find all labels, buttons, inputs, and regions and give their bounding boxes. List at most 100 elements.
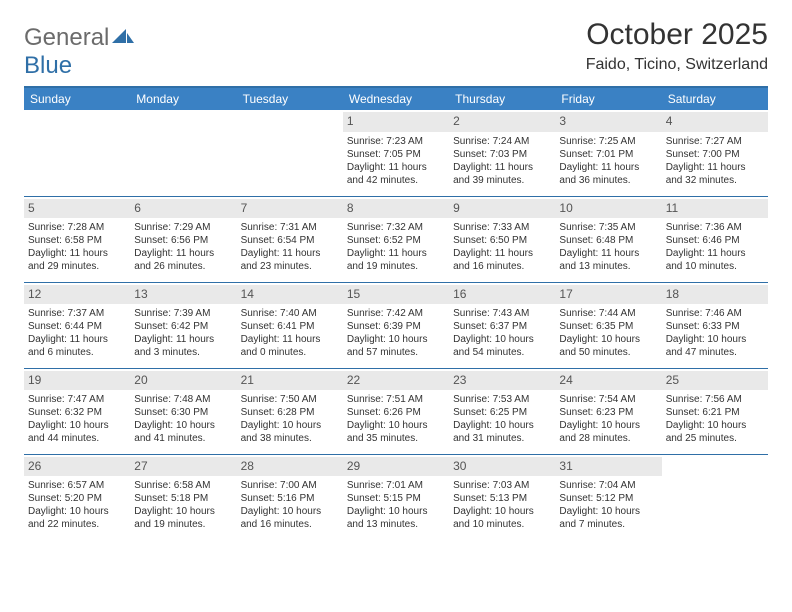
- sunrise-text: Sunrise: 7:39 AM: [134, 307, 232, 320]
- day-details: Sunrise: 6:57 AMSunset: 5:20 PMDaylight:…: [28, 479, 126, 531]
- calendar-day-cell: 19Sunrise: 7:47 AMSunset: 6:32 PMDayligh…: [24, 368, 130, 454]
- day-details: Sunrise: 7:29 AMSunset: 6:56 PMDaylight:…: [134, 221, 232, 273]
- day-details: Sunrise: 7:00 AMSunset: 5:16 PMDaylight:…: [241, 479, 339, 531]
- sunrise-text: Sunrise: 6:58 AM: [134, 479, 232, 492]
- title-block: October 2025 Faido, Ticino, Switzerland: [586, 18, 768, 74]
- calendar-day-cell: 7Sunrise: 7:31 AMSunset: 6:54 PMDaylight…: [237, 196, 343, 282]
- sunset-text: Sunset: 7:03 PM: [453, 148, 551, 161]
- day-number: 24: [555, 371, 661, 391]
- day-number: 26: [24, 457, 130, 477]
- calendar-day-cell: 27Sunrise: 6:58 AMSunset: 5:18 PMDayligh…: [130, 454, 236, 540]
- day-number: 2: [449, 112, 555, 132]
- calendar-day-cell: 5Sunrise: 7:28 AMSunset: 6:58 PMDaylight…: [24, 196, 130, 282]
- sunset-text: Sunset: 6:58 PM: [28, 234, 126, 247]
- day-number: 15: [343, 285, 449, 305]
- sunrise-text: Sunrise: 7:25 AM: [559, 135, 657, 148]
- day-details: Sunrise: 7:01 AMSunset: 5:15 PMDaylight:…: [347, 479, 445, 531]
- day-details: Sunrise: 6:58 AMSunset: 5:18 PMDaylight:…: [134, 479, 232, 531]
- sunset-text: Sunset: 6:42 PM: [134, 320, 232, 333]
- daylight-text: and 47 minutes.: [666, 346, 764, 359]
- daylight-text: Daylight: 10 hours: [241, 419, 339, 432]
- calendar-page: GeneralBlue October 2025 Faido, Ticino, …: [0, 0, 792, 540]
- sunset-text: Sunset: 6:21 PM: [666, 406, 764, 419]
- daylight-text: and 28 minutes.: [559, 432, 657, 445]
- day-details: Sunrise: 7:23 AMSunset: 7:05 PMDaylight:…: [347, 135, 445, 187]
- day-details: Sunrise: 7:32 AMSunset: 6:52 PMDaylight:…: [347, 221, 445, 273]
- sunrise-text: Sunrise: 7:36 AM: [666, 221, 764, 234]
- logo-text: GeneralBlue: [24, 24, 134, 80]
- calendar-day-cell: 11Sunrise: 7:36 AMSunset: 6:46 PMDayligh…: [662, 196, 768, 282]
- sunrise-text: Sunrise: 7:44 AM: [559, 307, 657, 320]
- daylight-text: Daylight: 10 hours: [347, 419, 445, 432]
- daylight-text: and 57 minutes.: [347, 346, 445, 359]
- sunrise-text: Sunrise: 7:00 AM: [241, 479, 339, 492]
- day-header: Tuesday: [237, 87, 343, 110]
- sunrise-text: Sunrise: 7:01 AM: [347, 479, 445, 492]
- sunset-text: Sunset: 6:50 PM: [453, 234, 551, 247]
- sunset-text: Sunset: 6:37 PM: [453, 320, 551, 333]
- day-number: 10: [555, 199, 661, 219]
- daylight-text: and 16 minutes.: [453, 260, 551, 273]
- daylight-text: and 23 minutes.: [241, 260, 339, 273]
- sunset-text: Sunset: 5:18 PM: [134, 492, 232, 505]
- location-text: Faido, Ticino, Switzerland: [586, 56, 768, 74]
- sunset-text: Sunset: 6:30 PM: [134, 406, 232, 419]
- calendar-week-row: 1Sunrise: 7:23 AMSunset: 7:05 PMDaylight…: [24, 110, 768, 196]
- day-number: 14: [237, 285, 343, 305]
- daylight-text: and 31 minutes.: [453, 432, 551, 445]
- calendar-day-cell: 21Sunrise: 7:50 AMSunset: 6:28 PMDayligh…: [237, 368, 343, 454]
- calendar-week-row: 5Sunrise: 7:28 AMSunset: 6:58 PMDaylight…: [24, 196, 768, 282]
- day-number: 11: [662, 199, 768, 219]
- sunrise-text: Sunrise: 7:31 AM: [241, 221, 339, 234]
- day-number: 31: [555, 457, 661, 477]
- daylight-text: and 0 minutes.: [241, 346, 339, 359]
- sunset-text: Sunset: 6:48 PM: [559, 234, 657, 247]
- calendar-day-cell: 14Sunrise: 7:40 AMSunset: 6:41 PMDayligh…: [237, 282, 343, 368]
- day-number: 30: [449, 457, 555, 477]
- logo-sail-icon: [112, 24, 134, 51]
- sunset-text: Sunset: 6:35 PM: [559, 320, 657, 333]
- daylight-text: and 41 minutes.: [134, 432, 232, 445]
- daylight-text: and 19 minutes.: [347, 260, 445, 273]
- daylight-text: Daylight: 11 hours: [241, 247, 339, 260]
- day-details: Sunrise: 7:33 AMSunset: 6:50 PMDaylight:…: [453, 221, 551, 273]
- calendar-week-row: 26Sunrise: 6:57 AMSunset: 5:20 PMDayligh…: [24, 454, 768, 540]
- calendar-day-cell: 10Sunrise: 7:35 AMSunset: 6:48 PMDayligh…: [555, 196, 661, 282]
- calendar-empty-cell: [662, 454, 768, 540]
- daylight-text: and 7 minutes.: [559, 518, 657, 531]
- day-header: Thursday: [449, 87, 555, 110]
- day-details: Sunrise: 7:51 AMSunset: 6:26 PMDaylight:…: [347, 393, 445, 445]
- day-details: Sunrise: 7:24 AMSunset: 7:03 PMDaylight:…: [453, 135, 551, 187]
- calendar-day-cell: 31Sunrise: 7:04 AMSunset: 5:12 PMDayligh…: [555, 454, 661, 540]
- daylight-text: Daylight: 10 hours: [559, 505, 657, 518]
- daylight-text: Daylight: 11 hours: [28, 333, 126, 346]
- sunset-text: Sunset: 5:20 PM: [28, 492, 126, 505]
- daylight-text: Daylight: 10 hours: [347, 505, 445, 518]
- sunrise-text: Sunrise: 7:24 AM: [453, 135, 551, 148]
- day-number: 25: [662, 371, 768, 391]
- day-number: 20: [130, 371, 236, 391]
- sunrise-text: Sunrise: 7:03 AM: [453, 479, 551, 492]
- sunset-text: Sunset: 6:28 PM: [241, 406, 339, 419]
- calendar-day-cell: 18Sunrise: 7:46 AMSunset: 6:33 PMDayligh…: [662, 282, 768, 368]
- day-details: Sunrise: 7:40 AMSunset: 6:41 PMDaylight:…: [241, 307, 339, 359]
- day-number: 4: [662, 112, 768, 132]
- daylight-text: Daylight: 10 hours: [134, 419, 232, 432]
- daylight-text: and 6 minutes.: [28, 346, 126, 359]
- sunset-text: Sunset: 7:00 PM: [666, 148, 764, 161]
- sunrise-text: Sunrise: 7:27 AM: [666, 135, 764, 148]
- daylight-text: and 25 minutes.: [666, 432, 764, 445]
- day-number: 28: [237, 457, 343, 477]
- daylight-text: Daylight: 11 hours: [453, 247, 551, 260]
- daylight-text: Daylight: 11 hours: [347, 247, 445, 260]
- day-number: 13: [130, 285, 236, 305]
- day-number: 16: [449, 285, 555, 305]
- calendar-day-cell: 24Sunrise: 7:54 AMSunset: 6:23 PMDayligh…: [555, 368, 661, 454]
- calendar-day-cell: 28Sunrise: 7:00 AMSunset: 5:16 PMDayligh…: [237, 454, 343, 540]
- daylight-text: Daylight: 11 hours: [559, 161, 657, 174]
- logo-word-general: General: [24, 24, 109, 51]
- daylight-text: Daylight: 10 hours: [453, 333, 551, 346]
- day-number: 18: [662, 285, 768, 305]
- daylight-text: Daylight: 11 hours: [134, 333, 232, 346]
- calendar-day-cell: 22Sunrise: 7:51 AMSunset: 6:26 PMDayligh…: [343, 368, 449, 454]
